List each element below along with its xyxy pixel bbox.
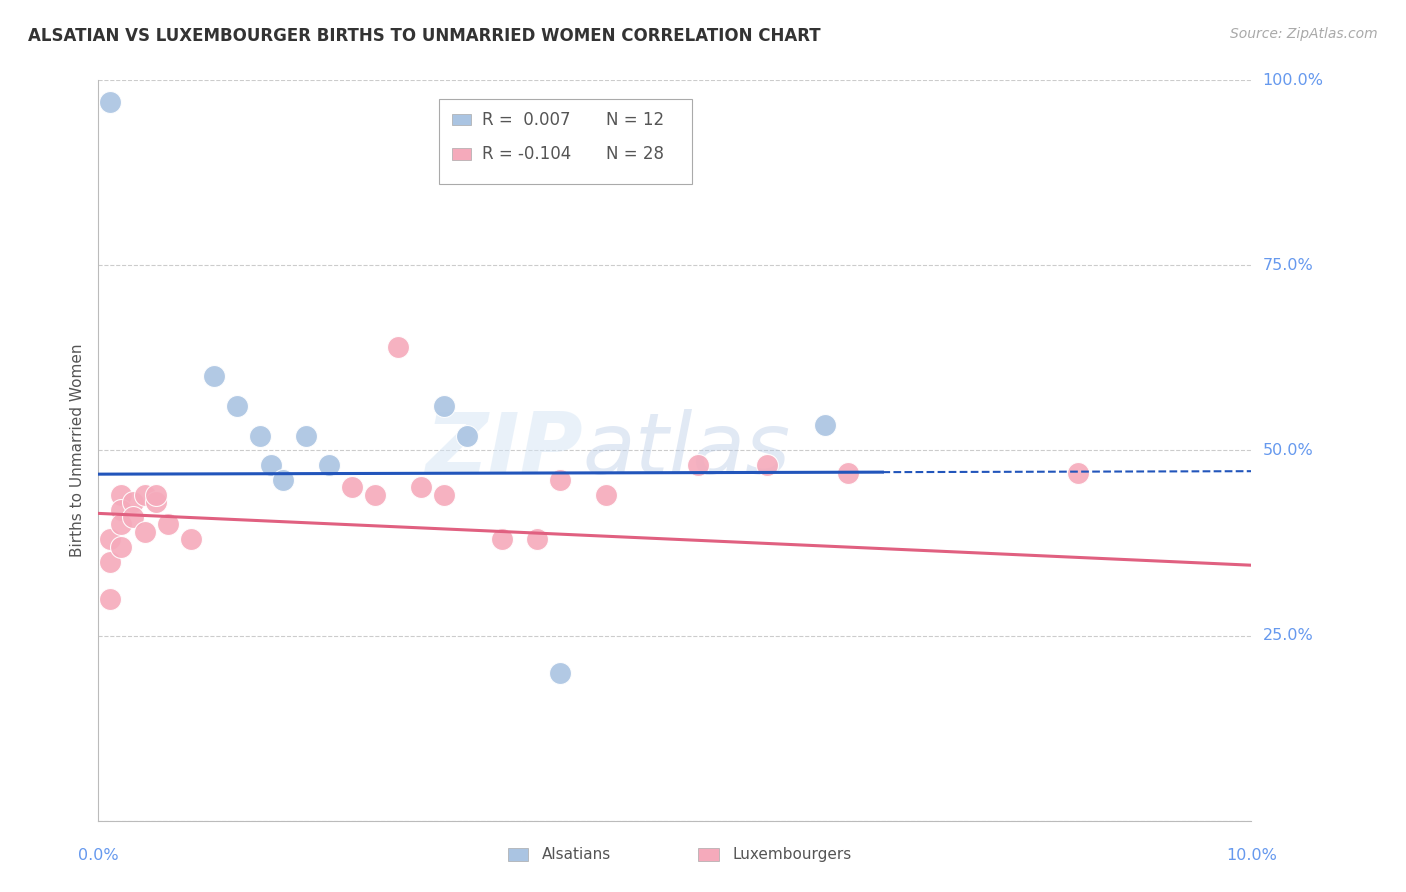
Text: 100.0%: 100.0%: [1263, 73, 1323, 87]
Point: [156, 517, 179, 532]
Point: [98, 555, 121, 569]
Point: [202, 369, 225, 384]
Point: [110, 488, 132, 502]
Text: ZIP: ZIP: [425, 409, 582, 492]
Point: [756, 458, 779, 473]
Point: [837, 466, 859, 480]
Point: [145, 495, 167, 509]
Point: [364, 488, 387, 502]
Point: [387, 340, 409, 354]
Point: [491, 533, 513, 547]
Point: [260, 458, 283, 473]
Text: ALSATIAN VS LUXEMBOURGER BIRTHS TO UNMARRIED WOMEN CORRELATION CHART: ALSATIAN VS LUXEMBOURGER BIRTHS TO UNMAR…: [28, 27, 821, 45]
Bar: [453, 113, 471, 126]
Bar: [697, 848, 718, 862]
Point: [110, 540, 132, 554]
Point: [814, 417, 837, 432]
Text: 25.0%: 25.0%: [1263, 628, 1313, 643]
Point: [295, 428, 318, 442]
FancyBboxPatch shape: [439, 99, 692, 184]
Point: [134, 524, 156, 539]
Text: 0.0%: 0.0%: [79, 848, 118, 863]
Text: 75.0%: 75.0%: [1263, 258, 1313, 273]
Point: [225, 399, 247, 413]
Point: [595, 488, 617, 502]
Point: [98, 591, 121, 606]
Text: 50.0%: 50.0%: [1263, 443, 1313, 458]
Point: [548, 473, 571, 487]
Point: [122, 495, 145, 509]
Point: [98, 95, 121, 110]
Text: N = 28: N = 28: [606, 145, 664, 163]
Y-axis label: Births to Unmarried Women: Births to Unmarried Women: [69, 343, 84, 558]
Point: [271, 473, 294, 487]
Point: [180, 533, 202, 547]
Text: Source: ZipAtlas.com: Source: ZipAtlas.com: [1230, 27, 1378, 41]
Bar: [508, 848, 529, 862]
Text: 10.0%: 10.0%: [1226, 848, 1277, 863]
Text: Luxembourgers: Luxembourgers: [733, 847, 852, 863]
Point: [411, 480, 433, 494]
Point: [122, 510, 145, 524]
Point: [134, 488, 156, 502]
Point: [249, 428, 271, 442]
Point: [526, 533, 548, 547]
Point: [98, 533, 121, 547]
Point: [433, 488, 456, 502]
Text: atlas: atlas: [582, 409, 790, 492]
Point: [340, 480, 363, 494]
Point: [110, 517, 132, 532]
Point: [433, 399, 456, 413]
Point: [145, 488, 167, 502]
Point: [318, 458, 340, 473]
Point: [456, 428, 478, 442]
Text: R = -0.104: R = -0.104: [482, 145, 572, 163]
Point: [686, 458, 709, 473]
Text: N = 12: N = 12: [606, 111, 664, 128]
Point: [110, 502, 132, 516]
Text: R =  0.007: R = 0.007: [482, 111, 571, 128]
Point: [1067, 466, 1090, 480]
Text: Alsatians: Alsatians: [543, 847, 612, 863]
Bar: [453, 148, 471, 161]
Point: [548, 665, 571, 680]
